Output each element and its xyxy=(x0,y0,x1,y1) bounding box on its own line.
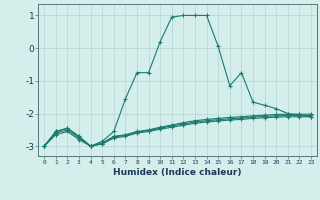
X-axis label: Humidex (Indice chaleur): Humidex (Indice chaleur) xyxy=(113,168,242,177)
